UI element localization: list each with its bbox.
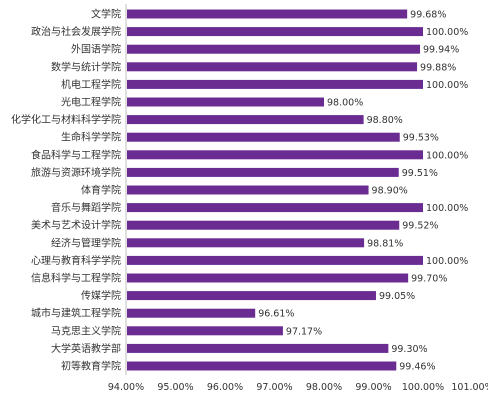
category-label: 城市与建筑工程学院	[31, 307, 121, 320]
bar	[127, 97, 324, 107]
category-label: 心理与教育科学学院	[31, 254, 121, 267]
x-tick-label: 94.00%	[108, 382, 144, 393]
category-label: 数学与统计学院	[51, 60, 121, 73]
category-label: 经济与管理学院	[51, 236, 121, 249]
category-label: 大学英语教学部	[51, 342, 121, 355]
data-label: 98.80%	[367, 115, 403, 126]
category-label: 体育学院	[81, 184, 121, 197]
category-label: 光电工程学院	[61, 96, 121, 109]
data-label: 99.70%	[411, 274, 447, 285]
data-label: 97.17%	[286, 326, 322, 337]
bar	[127, 255, 423, 265]
category-label: 食品科学与工程学院	[31, 148, 121, 161]
data-label: 100.00%	[426, 150, 468, 161]
category-label: 机电工程学院	[61, 78, 121, 91]
x-tick-label: 96.00%	[207, 382, 243, 393]
x-tick-label: 99.00%	[355, 382, 391, 393]
category-label: 信息科学与工程学院	[31, 272, 121, 285]
category-label: 化学化工与材料科学学院	[11, 113, 121, 126]
bar	[127, 326, 283, 336]
category-label: 音乐与舞蹈学院	[51, 201, 121, 214]
bar	[127, 291, 376, 301]
x-tick-label: 95.00%	[157, 382, 193, 393]
bar	[127, 150, 423, 160]
data-label: 99.88%	[420, 62, 456, 73]
category-label: 生命科学学院	[61, 131, 121, 144]
data-label: 99.46%	[399, 362, 435, 373]
data-label: 99.51%	[402, 168, 438, 179]
data-label: 99.52%	[402, 221, 438, 232]
bar	[127, 343, 389, 353]
category-label: 外国语学院	[71, 43, 121, 56]
x-tick-label: 97.00%	[256, 382, 292, 393]
data-label: 98.90%	[372, 186, 408, 197]
data-label: 99.30%	[391, 344, 427, 355]
data-label: 100.00%	[426, 203, 468, 214]
bar	[127, 273, 409, 283]
bar	[127, 203, 423, 213]
data-label: 100.00%	[426, 80, 468, 91]
category-label: 初等教育学院	[61, 360, 121, 373]
data-label: 100.00%	[426, 256, 468, 267]
category-label: 美术与艺术设计学院	[31, 219, 121, 232]
x-tick-label: 100.00%	[402, 382, 444, 393]
category-label: 文学院	[91, 8, 121, 21]
bar	[127, 44, 421, 54]
data-label: 98.81%	[367, 238, 403, 249]
x-tick-label: 101.00%	[451, 382, 488, 393]
bar	[127, 79, 423, 89]
data-label: 99.05%	[379, 291, 415, 302]
category-label: 政治与社会发展学院	[31, 25, 121, 38]
data-label: 98.00%	[327, 98, 363, 109]
x-tick-label: 98.00%	[306, 382, 342, 393]
bar	[127, 132, 400, 142]
bar	[127, 27, 423, 37]
bar	[127, 9, 408, 19]
data-label: 99.68%	[410, 10, 446, 21]
data-label: 96.61%	[258, 309, 294, 320]
data-label: 99.53%	[403, 133, 439, 144]
bar	[127, 308, 256, 318]
category-label: 旅游与资源环境学院	[31, 166, 121, 179]
bar	[127, 238, 365, 248]
bar	[127, 220, 400, 230]
bar	[127, 185, 369, 195]
data-label: 100.00%	[426, 27, 468, 38]
category-label: 马克思主义学院	[51, 324, 121, 337]
category-label: 传媒学院	[81, 289, 121, 302]
bar	[127, 115, 364, 125]
bar	[127, 62, 418, 72]
bar	[127, 167, 399, 177]
bar	[127, 361, 397, 371]
data-label: 99.94%	[423, 45, 459, 56]
